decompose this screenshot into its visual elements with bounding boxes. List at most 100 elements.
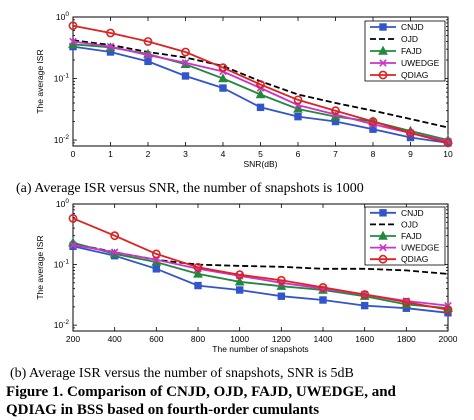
data-point-cnjd (294, 112, 302, 121)
caption-b: (b) Average ISR versus the number of sna… (10, 366, 354, 381)
legend-label-ojd: OJD (401, 219, 418, 229)
figure-caption-line2: QDIAG in BSS based on fourth-order cumul… (6, 402, 319, 418)
x-tick-label: 10 (443, 149, 453, 159)
data-point-qdiag (143, 37, 153, 46)
x-tick-label: 0 (71, 149, 76, 159)
x-tick-label: 6 (296, 149, 301, 159)
data-point-qdiag (443, 138, 453, 148)
x-tick-label: 2 (146, 149, 151, 159)
data-point-cnjd (219, 84, 227, 92)
data-point-qdiag (193, 262, 203, 272)
data-point-uwedge (69, 37, 77, 46)
x-tick-label: 8 (371, 149, 376, 159)
y-tick-label: 10-2 (54, 134, 70, 145)
data-point-cnjd (256, 103, 265, 112)
legend-marker-uwedge (379, 59, 387, 67)
y-tick-label: 10-1 (54, 73, 70, 84)
data-point-fajd (218, 73, 228, 83)
data-point-uwedge (69, 241, 77, 249)
data-point-qdiag (218, 63, 228, 73)
y-tick-label: 100 (56, 11, 69, 22)
y-tick-label: 10-2 (54, 319, 70, 330)
data-point-qdiag (68, 21, 78, 31)
data-point-qdiag (68, 213, 78, 223)
data-point-qdiag (151, 249, 161, 259)
caption-a: (a) Average ISR versus SNR, the number o… (16, 181, 364, 196)
x-tick-label: 7 (333, 149, 338, 159)
series-line-qdiag (72, 24, 449, 144)
legend-label-uwedge: UWEDGE (401, 243, 440, 253)
legend-marker-fajd (378, 45, 388, 55)
legend-label-qdiag: QDIAG (401, 70, 428, 80)
legend-label-ojd: OJD (401, 34, 418, 44)
legend-label-qdiag: QDIAG (401, 254, 428, 264)
legend-marker-cnjd (379, 209, 387, 217)
data-point-fajd (193, 268, 203, 278)
data-point-qdiag (443, 305, 453, 315)
data-point-cnjd (235, 286, 244, 294)
legend-marker-uwedge (379, 243, 387, 252)
data-point-qdiag (331, 106, 340, 116)
x-tick-label: 1600 (355, 334, 374, 344)
data-point-cnjd (181, 72, 190, 80)
y-tick-label: 100 (56, 198, 69, 209)
data-point-qdiag (276, 275, 286, 285)
data-point-cnjd (319, 296, 327, 304)
x-tick-label: 400 (108, 334, 122, 344)
x-tick-label: 9 (408, 149, 413, 159)
legend-marker-fajd (378, 230, 388, 240)
data-point-fajd (255, 89, 266, 99)
data-point-cnjd (360, 301, 369, 310)
legend-marker-qdiag (378, 70, 388, 80)
x-tick-label: 200 (66, 334, 80, 344)
series-line-cnjd (72, 245, 449, 314)
series-line-qdiag (72, 217, 449, 311)
data-point-qdiag (181, 47, 190, 57)
legend-label-fajd: FAJD (401, 231, 422, 241)
series-line-fajd (72, 241, 449, 310)
legend-label-cnjd: CNJD (401, 208, 424, 218)
x-axis-label: The number of snapshots (212, 344, 308, 354)
data-point-qdiag (401, 297, 411, 307)
x-tick-label: 1000 (230, 334, 249, 344)
data-point-qdiag (235, 270, 245, 280)
x-tick-label: 800 (191, 334, 205, 344)
data-point-fajd (234, 276, 245, 286)
chart-isr-vs-snr: 10-2 10-1 100 0 1 2 3 4 5 6 7 8 9 10 SNR(dB) The averag… (35, 11, 453, 169)
data-point-qdiag (106, 28, 115, 38)
data-point-qdiag (406, 128, 415, 138)
data-point-fajd (293, 103, 303, 113)
data-point-qdiag (318, 282, 328, 292)
x-tick-label: 1400 (314, 334, 333, 344)
data-point-qdiag (110, 231, 120, 241)
legend-marker-cnjd (379, 23, 387, 31)
x-tick-label: 1800 (397, 334, 416, 344)
legend-marker-qdiag (378, 254, 388, 264)
data-point-uwedge (106, 42, 115, 51)
y-axis-label: The average ISR (35, 49, 45, 113)
legend-label-cnjd: CNJD (401, 22, 424, 32)
data-point-cnjd (194, 281, 202, 290)
legend-label-fajd: FAJD (401, 46, 422, 56)
chart-isr-vs-snapshots: 10-2 10-1 100 200 400 600 800 1000 1200 1400 1600 1… (35, 198, 458, 354)
x-tick-label: 2000 (439, 334, 458, 344)
data-point-cnjd (152, 265, 161, 273)
figure-caption-line1: Figure 1. Comparison of CNJD, OJD, FAJD,… (6, 384, 397, 400)
y-axis-label: The average ISR (35, 235, 45, 299)
legend-label-uwedge: UWEDGE (401, 58, 440, 68)
legend: CNJD OJD FAJD UWEDGE QDIAG (364, 20, 446, 82)
data-point-cnjd (277, 292, 286, 300)
x-tick-label: 3 (183, 149, 188, 159)
data-point-qdiag (256, 80, 265, 89)
data-point-uwedge (110, 248, 119, 256)
data-point-qdiag (360, 290, 370, 299)
data-point-qdiag (293, 95, 303, 105)
data-point-qdiag (368, 117, 378, 126)
x-tick-label: 5 (258, 149, 263, 159)
data-point-cnjd (144, 57, 152, 66)
x-tick-label: 1 (108, 149, 113, 159)
y-tick-label: 10-1 (54, 259, 70, 270)
x-tick-label: 4 (221, 149, 226, 159)
